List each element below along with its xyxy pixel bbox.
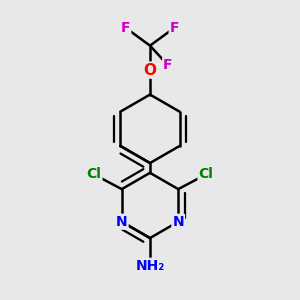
Text: F: F: [163, 58, 173, 72]
Text: O: O: [143, 63, 157, 78]
Text: N: N: [116, 215, 127, 229]
Text: F: F: [170, 21, 179, 35]
Text: F: F: [121, 21, 130, 35]
Text: NH₂: NH₂: [135, 259, 165, 273]
Text: Cl: Cl: [87, 167, 101, 182]
Text: N: N: [172, 215, 184, 229]
Text: Cl: Cl: [199, 167, 213, 182]
